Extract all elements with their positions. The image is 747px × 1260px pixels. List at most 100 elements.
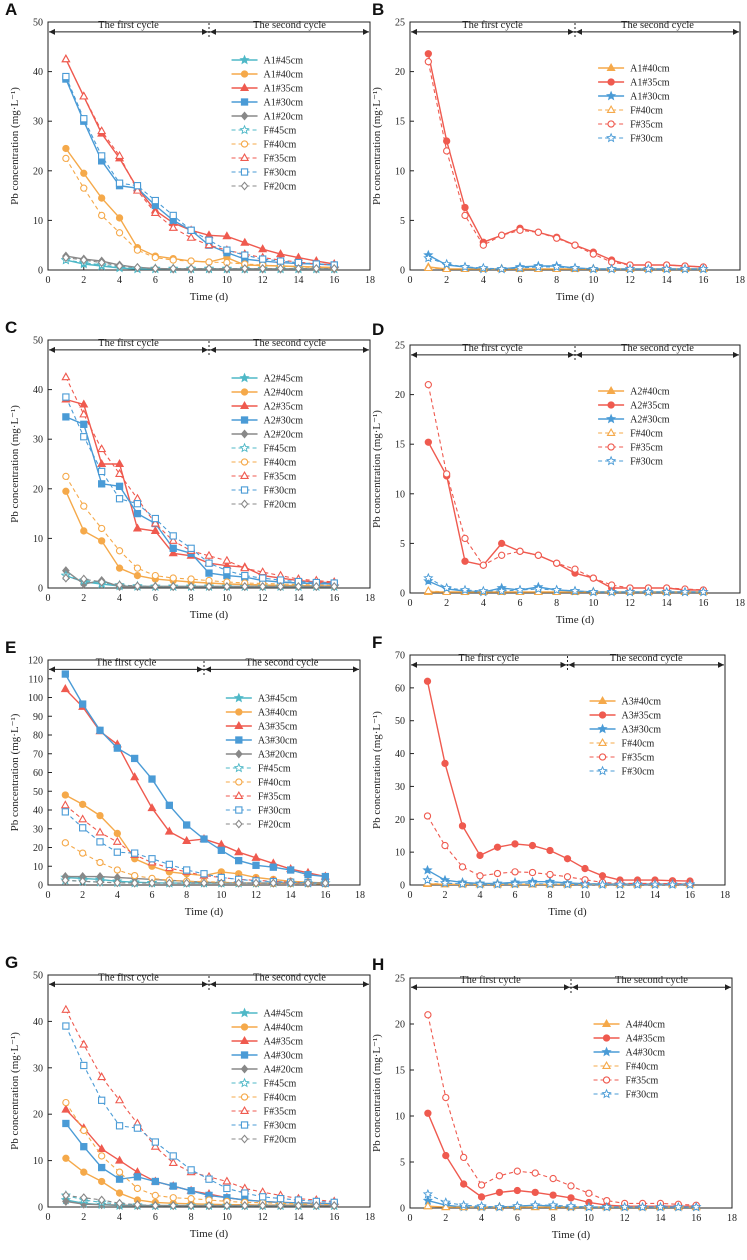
data-point bbox=[551, 584, 562, 595]
data-point bbox=[80, 184, 88, 192]
x-tick-label: 18 bbox=[365, 1212, 375, 1223]
legend-label: F#40cm bbox=[264, 458, 297, 469]
data-point bbox=[513, 1186, 521, 1195]
legend-label: F#30cm bbox=[622, 767, 655, 778]
y-tick-label: 0 bbox=[400, 589, 405, 600]
data-point bbox=[96, 838, 104, 846]
series-line bbox=[65, 58, 335, 265]
x-tick-label: 12 bbox=[625, 598, 635, 609]
data-point bbox=[150, 207, 160, 216]
series-f-20cm bbox=[61, 875, 330, 888]
data-point bbox=[97, 577, 106, 587]
data-point bbox=[424, 50, 432, 58]
y-axis-title: Pb concentration (mg·L⁻¹) bbox=[9, 713, 21, 831]
x-tick-label: 0 bbox=[408, 598, 413, 609]
y-tick-label: 30 bbox=[33, 117, 43, 128]
panel-letter: D bbox=[372, 320, 384, 339]
data-point bbox=[151, 571, 159, 580]
x-tick-label: 10 bbox=[588, 598, 598, 609]
x-tick-label: 14 bbox=[286, 890, 296, 901]
data-point bbox=[187, 544, 195, 552]
data-point bbox=[217, 846, 225, 854]
data-point bbox=[240, 237, 250, 246]
data-point bbox=[62, 393, 70, 401]
data-point bbox=[330, 263, 339, 274]
data-point bbox=[493, 843, 502, 851]
cycle-arrow-left bbox=[49, 28, 55, 35]
data-point bbox=[61, 839, 69, 847]
cycle-arrow-mid-left bbox=[202, 346, 208, 353]
legend-label: A1#30cm bbox=[630, 92, 670, 103]
y-tick-label: 40 bbox=[33, 1017, 43, 1028]
series-f-30cm bbox=[422, 874, 696, 890]
second-cycle-label: The second cycle bbox=[246, 657, 319, 668]
data-point bbox=[276, 581, 285, 592]
data-point bbox=[133, 581, 142, 591]
data-point bbox=[258, 263, 267, 274]
x-tick-label: 4 bbox=[481, 275, 486, 286]
data-point bbox=[330, 1201, 339, 1211]
data-point bbox=[661, 263, 672, 274]
legend-label: A2#30cm bbox=[630, 415, 670, 426]
data-point bbox=[133, 564, 142, 572]
legend-marker bbox=[240, 416, 249, 424]
data-point bbox=[205, 559, 213, 567]
data-point bbox=[276, 257, 285, 265]
series-line bbox=[427, 869, 690, 885]
data-point bbox=[312, 581, 321, 592]
cycle-arrow-right bbox=[363, 346, 369, 353]
data-point bbox=[115, 1168, 124, 1176]
data-point bbox=[223, 263, 231, 274]
legend-marker bbox=[605, 413, 617, 424]
series-f-30cm bbox=[423, 252, 709, 274]
data-point bbox=[98, 152, 106, 160]
cycle-arrow-mid-right bbox=[210, 28, 216, 35]
cycle-arrow-left bbox=[411, 351, 417, 358]
y-tick-label: 25 bbox=[395, 974, 405, 985]
data-point bbox=[205, 1201, 213, 1211]
x-tick-label: 16 bbox=[329, 593, 339, 604]
data-point bbox=[79, 849, 87, 857]
x-tick-label: 18 bbox=[720, 890, 730, 901]
data-point bbox=[258, 244, 268, 253]
cycle-arrow-mid-right bbox=[568, 661, 575, 668]
x-tick-label: 2 bbox=[80, 890, 85, 901]
data-point bbox=[147, 803, 157, 812]
data-point bbox=[643, 263, 654, 274]
data-point bbox=[112, 836, 122, 845]
data-point bbox=[252, 861, 260, 869]
data-point bbox=[528, 868, 537, 877]
series-line bbox=[65, 396, 335, 584]
legend-marker bbox=[240, 140, 249, 148]
data-point bbox=[205, 581, 213, 592]
chart-panel-h: H 0 2 4 6 8 10 12 14 16 18 0 5 10 15 20 25 Time (d) Pb con… bbox=[371, 955, 737, 1241]
y-tick-label: 50 bbox=[395, 716, 405, 727]
data-point bbox=[514, 262, 526, 273]
data-point bbox=[330, 581, 339, 592]
data-point bbox=[187, 263, 195, 274]
data-point bbox=[80, 502, 88, 510]
data-point bbox=[169, 263, 178, 274]
plot-frame bbox=[409, 654, 726, 886]
legend-label: A4#45cm bbox=[264, 1009, 304, 1020]
legend-marker bbox=[235, 806, 243, 814]
series-line bbox=[64, 673, 326, 878]
data-point bbox=[423, 1201, 433, 1210]
data-point bbox=[115, 214, 124, 222]
x-tick-label: 0 bbox=[408, 890, 413, 901]
y-tick-label: 30 bbox=[395, 782, 405, 793]
legend-label: A3#35cm bbox=[258, 722, 298, 733]
y-axis-title: Pb concentration (mg·L⁻¹) bbox=[371, 87, 383, 205]
legend-marker bbox=[607, 401, 615, 409]
y-axis-title: Pb concentration (mg·L⁻¹) bbox=[371, 1034, 383, 1152]
data-point bbox=[217, 878, 226, 888]
legend-marker bbox=[240, 168, 249, 176]
data-point bbox=[79, 409, 89, 418]
data-point bbox=[258, 1201, 267, 1211]
legend-label: A3#30cm bbox=[622, 725, 662, 736]
first-cycle-label: The first cycle bbox=[460, 975, 521, 986]
data-point bbox=[151, 1201, 160, 1211]
x-tick-label: 14 bbox=[662, 275, 672, 286]
data-point bbox=[204, 240, 214, 249]
legend-label: F#20cm bbox=[264, 500, 297, 511]
